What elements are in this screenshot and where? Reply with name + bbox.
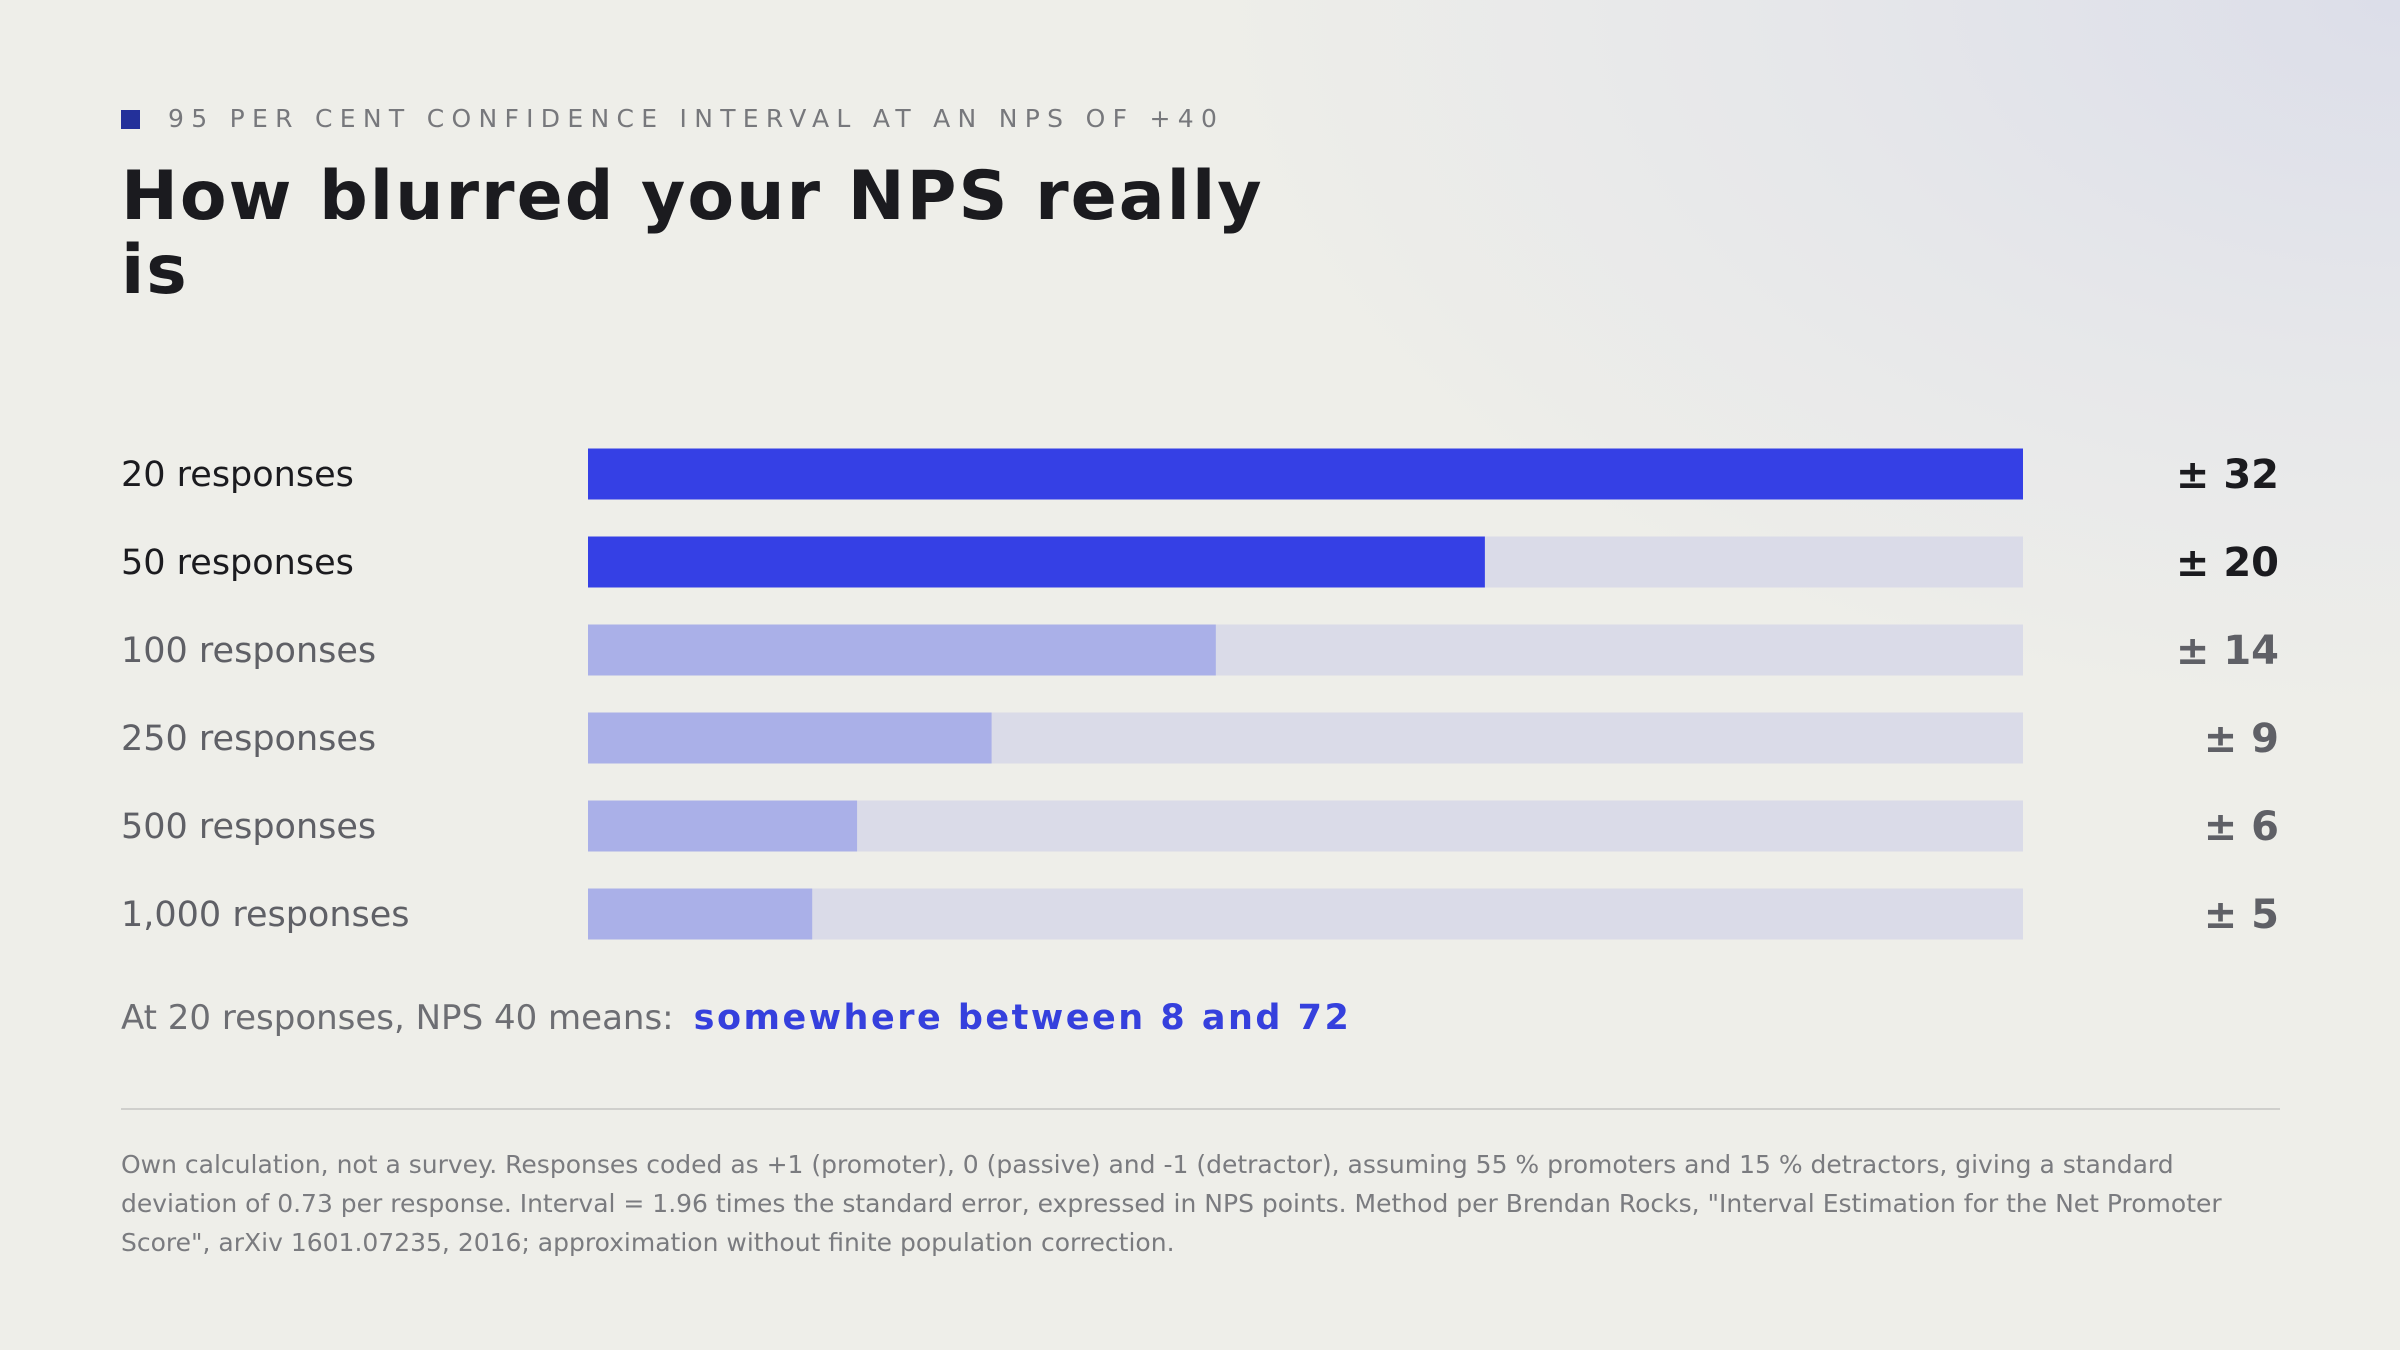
eyebrow-marker-icon: [121, 110, 140, 129]
bar: [588, 712, 992, 764]
category-label: 50 responses: [121, 543, 354, 583]
category-label: 1,000 responses: [121, 895, 410, 935]
bar: [588, 888, 813, 940]
bar-track: [588, 888, 2023, 940]
eyebrow-text: 95 PER CENT CONFIDENCE INTERVAL AT AN NP…: [168, 104, 1225, 133]
category-label: 100 responses: [121, 631, 376, 671]
value-label: ± 6: [2204, 804, 2279, 850]
bar: [588, 624, 1216, 676]
value-label: ± 14: [2176, 628, 2279, 674]
note-emphasis: somewhere between 8 and 72: [693, 998, 1352, 1038]
value-label: ± 20: [2176, 540, 2279, 586]
value-label: ± 9: [2204, 716, 2279, 762]
value-label: ± 5: [2204, 892, 2279, 938]
divider: [121, 1108, 2280, 1110]
bar: [588, 536, 1485, 588]
category-label: 20 responses: [121, 455, 354, 495]
bar: [588, 448, 2023, 500]
interpretation-note: At 20 responses, NPS 40 means: somewhere …: [121, 998, 1351, 1048]
category-label: 500 responses: [121, 807, 376, 847]
footnote: Own calculation, not a survey. Responses…: [121, 1150, 2222, 1257]
bar: [588, 800, 858, 852]
note-lead: At 20 responses, NPS 40 means:: [121, 998, 674, 1038]
bar-chart: 20 responses ± 32 50 responses ± 20 100 resp…: [121, 448, 2279, 940]
category-label: 250 responses: [121, 719, 376, 759]
value-label: ± 32: [2176, 452, 2279, 498]
chart-title: How blurred your NPS really is: [121, 157, 1264, 310]
